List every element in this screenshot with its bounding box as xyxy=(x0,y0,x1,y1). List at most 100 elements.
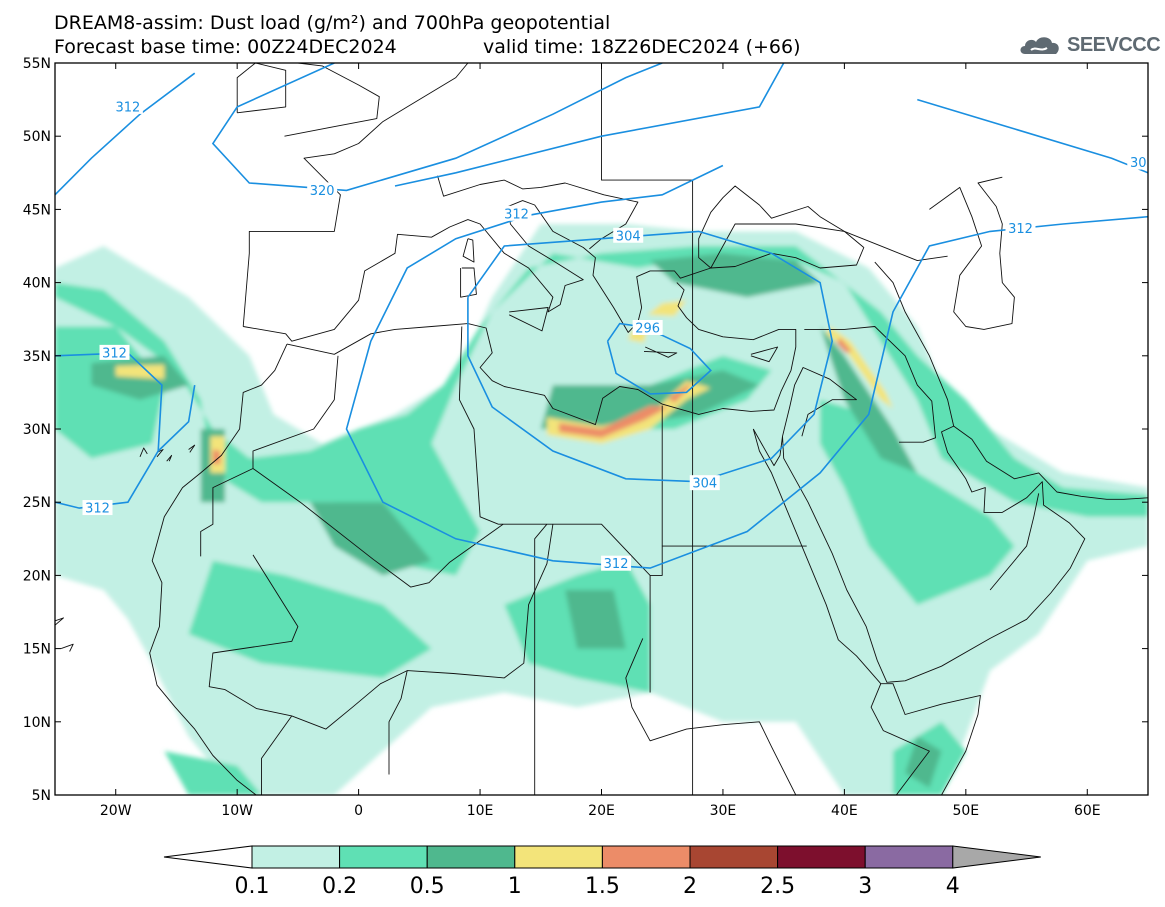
coastline-segment xyxy=(284,63,380,137)
lat-tick-label: 40N xyxy=(23,276,51,292)
contour-label-bg xyxy=(613,227,644,243)
coastline-segment xyxy=(601,63,694,795)
contour-label: 312 xyxy=(604,557,629,572)
dust-patch-level-2 xyxy=(905,736,942,788)
contour-labels: 312 320 312 304 296 312 312 312 304 312 30 xyxy=(82,98,1148,572)
contour-label: 312 xyxy=(504,207,529,222)
colorbar-segment xyxy=(601,845,691,869)
coastline-segment xyxy=(243,185,865,342)
contour-label-bg xyxy=(99,344,130,360)
forecast-base-time: Forecast base time: 00Z24DEC2024 xyxy=(54,36,397,58)
coastline-segment xyxy=(462,238,475,263)
colorbar-label: 3 xyxy=(858,874,872,899)
coastline-segment xyxy=(625,638,797,795)
coastline-segment xyxy=(55,617,64,626)
lat-tick-label: 35N xyxy=(23,349,51,365)
contour-label-bg xyxy=(307,182,338,198)
colorbar-segment xyxy=(251,845,341,869)
colorbar-label: 0.1 xyxy=(235,874,270,899)
contour-label-bg xyxy=(689,475,720,491)
colorbar-segment xyxy=(514,845,603,869)
coastline-segment xyxy=(437,175,639,250)
coastline-segment xyxy=(242,63,469,327)
lon-tick-label: 60E xyxy=(1074,803,1101,819)
coastline-segment xyxy=(750,346,779,363)
lat-tick-label: 50N xyxy=(23,129,51,145)
dust-patch-level-1 xyxy=(188,560,432,678)
cloud-logo-icon xyxy=(1020,37,1059,54)
contour-label: 30 xyxy=(1130,156,1147,171)
colorbar-segment xyxy=(339,845,428,869)
colorbar-segment xyxy=(426,845,516,869)
lon-tick-label: 10E xyxy=(467,803,494,819)
contour-label: 296 xyxy=(635,321,660,336)
contour-label: 304 xyxy=(616,229,641,244)
colorbar-segment xyxy=(864,845,954,869)
geopotential-contour xyxy=(394,63,785,187)
lat-tick-label: 55N xyxy=(23,56,51,72)
dust-patch-level-1 xyxy=(820,399,1015,605)
coastline-segment xyxy=(752,425,1148,683)
coastline-segment xyxy=(804,326,936,443)
contour-label: 304 xyxy=(692,477,717,492)
dust-patch-level-4 xyxy=(835,338,852,353)
geopotential-contour xyxy=(157,384,196,452)
colorbar-label: 1.5 xyxy=(585,874,620,899)
lat-tick-label: 30N xyxy=(23,422,51,438)
colorbar-label: 4 xyxy=(946,874,960,899)
latitude-axis: 55N 50N 45N 40N 35N 30N 25N 20N 15N 10N 5N xyxy=(23,56,1148,804)
dust-patch-level-2 xyxy=(310,502,432,576)
coastline-segment xyxy=(188,444,196,453)
coastline-segment xyxy=(149,343,288,795)
contour-label: 320 xyxy=(310,184,335,199)
map-title: DREAM8-assim: Dust load (g/m²) and 700hP… xyxy=(54,12,611,34)
lon-tick-label: 50E xyxy=(952,803,979,819)
coastline-segment xyxy=(236,63,287,114)
coastline-segment xyxy=(200,468,254,557)
lon-tick-label: 0 xyxy=(354,803,363,819)
lon-tick-label: 40E xyxy=(831,803,858,819)
colorbar-label: 1 xyxy=(508,874,522,899)
lat-tick-label: 10N xyxy=(23,715,51,731)
coastline-segment xyxy=(208,524,554,730)
dust-patch-level-4 xyxy=(559,405,669,438)
seevccc-logo: SEEVCCC xyxy=(1017,30,1161,60)
coastline-segment xyxy=(782,367,857,437)
dust-patch-level-3 xyxy=(647,300,687,317)
lat-tick-label: 5N xyxy=(32,788,51,804)
colorbar: 0.1 0.2 0.5 1 1.5 2 2.5 3 4 xyxy=(163,845,1041,899)
colorbar-label: 2 xyxy=(683,874,697,899)
lon-tick-label: 10W xyxy=(221,803,253,819)
coastline-segment xyxy=(60,643,74,652)
lat-tick-label: 20N xyxy=(23,568,51,584)
lat-tick-label: 15N xyxy=(23,642,51,658)
coastline-segment xyxy=(139,447,148,457)
lon-tick-label: 20W xyxy=(100,803,132,819)
coastline-segment xyxy=(989,493,1040,591)
coastline-segment xyxy=(286,282,797,426)
dust-patch-level-2 xyxy=(540,370,760,429)
coastline-segment xyxy=(166,454,173,462)
contour-label-bg xyxy=(601,555,632,571)
coastline-segment xyxy=(643,346,678,358)
lat-tick-label: 45N xyxy=(23,202,51,218)
coastline-segment xyxy=(929,176,1015,330)
coastline-segment xyxy=(252,355,504,588)
dust-patch-level-1 xyxy=(55,246,1148,576)
coastline-segment xyxy=(388,670,408,775)
coastline-segment xyxy=(458,326,651,693)
coastlines xyxy=(55,63,1148,795)
colorbar-segment xyxy=(777,845,866,869)
colorbar-label: 2.5 xyxy=(760,874,795,899)
contour-label: 312 xyxy=(102,346,127,361)
geopotential-contour xyxy=(606,322,712,395)
lat-tick-label: 25N xyxy=(23,495,51,511)
coastline-segment xyxy=(874,261,955,427)
coastline-segment xyxy=(752,428,981,795)
dust-patch-level-2 xyxy=(565,590,626,649)
geopotential-contour xyxy=(211,63,663,192)
coastline-segment xyxy=(460,267,477,298)
contour-label-bg xyxy=(112,98,143,114)
colorbar-segment xyxy=(689,845,779,869)
contour-label-bg xyxy=(1005,220,1036,236)
